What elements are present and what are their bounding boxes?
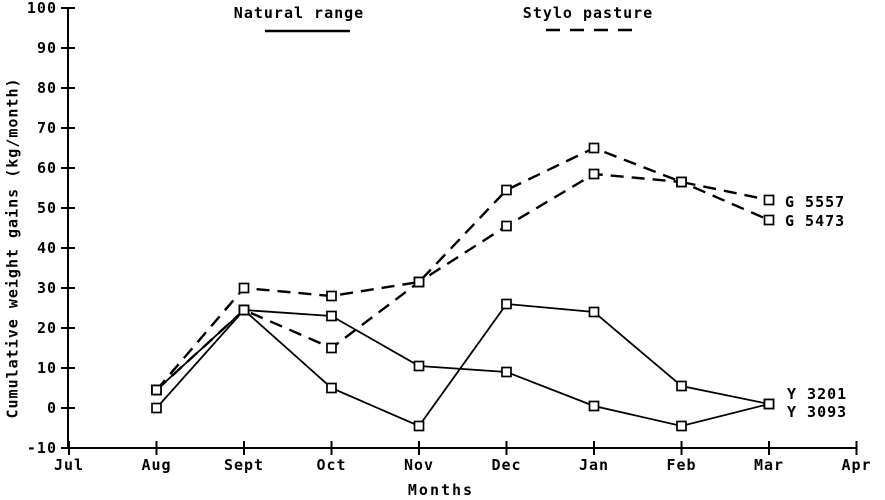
data-point-marker xyxy=(588,142,600,154)
x-tick-label: Mar xyxy=(754,456,784,474)
data-point-marker xyxy=(501,184,512,196)
y-tick-label: 50 xyxy=(37,199,57,217)
y-tick-label: 80 xyxy=(37,79,57,97)
series-label-y3201: Y 3201 xyxy=(787,385,848,403)
x-tick-label: Sept xyxy=(224,456,264,474)
data-point-marker xyxy=(151,384,162,396)
x-tick-label: Nov xyxy=(404,456,434,474)
data-point-marker xyxy=(326,290,337,302)
data-point-marker xyxy=(238,282,250,294)
series-label-g5557: G 5557 xyxy=(785,193,846,211)
y-tick-label: 40 xyxy=(37,239,57,257)
legend-natural-range-label: Natural range xyxy=(233,4,365,22)
y-tick-label: 100 xyxy=(27,0,57,17)
data-point-marker xyxy=(326,310,337,322)
series-line-y3201 xyxy=(155,303,770,428)
data-point-marker xyxy=(326,382,337,394)
x-tick-label: Apr xyxy=(841,456,871,474)
y-tick-label: 10 xyxy=(37,359,57,377)
data-point-marker xyxy=(588,400,600,412)
data-point-marker xyxy=(501,366,512,378)
series-label-y3093: Y 3093 xyxy=(787,403,848,421)
data-point-marker xyxy=(763,398,775,410)
data-point-marker xyxy=(151,402,162,414)
x-tick-label: Jan xyxy=(579,456,609,474)
x-tick-label: Oct xyxy=(316,456,346,474)
y-tick-label: 90 xyxy=(37,39,57,57)
data-point-marker xyxy=(763,194,775,206)
data-point-marker xyxy=(676,420,687,432)
data-point-marker xyxy=(413,360,425,372)
y-tick-label: 70 xyxy=(37,119,57,137)
y-tick-label: 0 xyxy=(47,399,57,417)
data-point-marker xyxy=(676,380,687,392)
y-tick-label: -10 xyxy=(27,439,57,457)
x-axis-title: Months xyxy=(407,481,475,499)
data-point-marker xyxy=(588,168,600,180)
data-point-marker xyxy=(588,306,600,318)
data-point-marker xyxy=(238,304,250,316)
x-tick-label: Feb xyxy=(666,456,696,474)
x-tick-label: Jul xyxy=(54,456,84,474)
data-point-marker xyxy=(413,420,425,432)
y-axis-title: Cumulative weight gains (kg/month) xyxy=(3,77,22,419)
data-point-marker xyxy=(676,176,687,188)
data-point-marker xyxy=(501,220,512,232)
data-point-marker xyxy=(326,342,337,354)
y-tick-label: 30 xyxy=(37,279,57,297)
series-label-g5473: G 5473 xyxy=(785,212,846,230)
y-tick-label: 20 xyxy=(37,319,57,337)
data-point-marker xyxy=(763,214,775,226)
data-point-marker xyxy=(413,276,425,288)
series-line-y3093 xyxy=(155,309,770,427)
y-tick-label: 60 xyxy=(37,159,57,177)
legend-stylo-pasture-label: Stylo pasture xyxy=(522,4,654,22)
series-line-g5473 xyxy=(155,172,770,391)
x-tick-label: Dec xyxy=(491,456,521,474)
series-line-g5557 xyxy=(155,146,770,391)
x-tick-label: Aug xyxy=(141,456,171,474)
data-point-marker xyxy=(501,298,512,310)
